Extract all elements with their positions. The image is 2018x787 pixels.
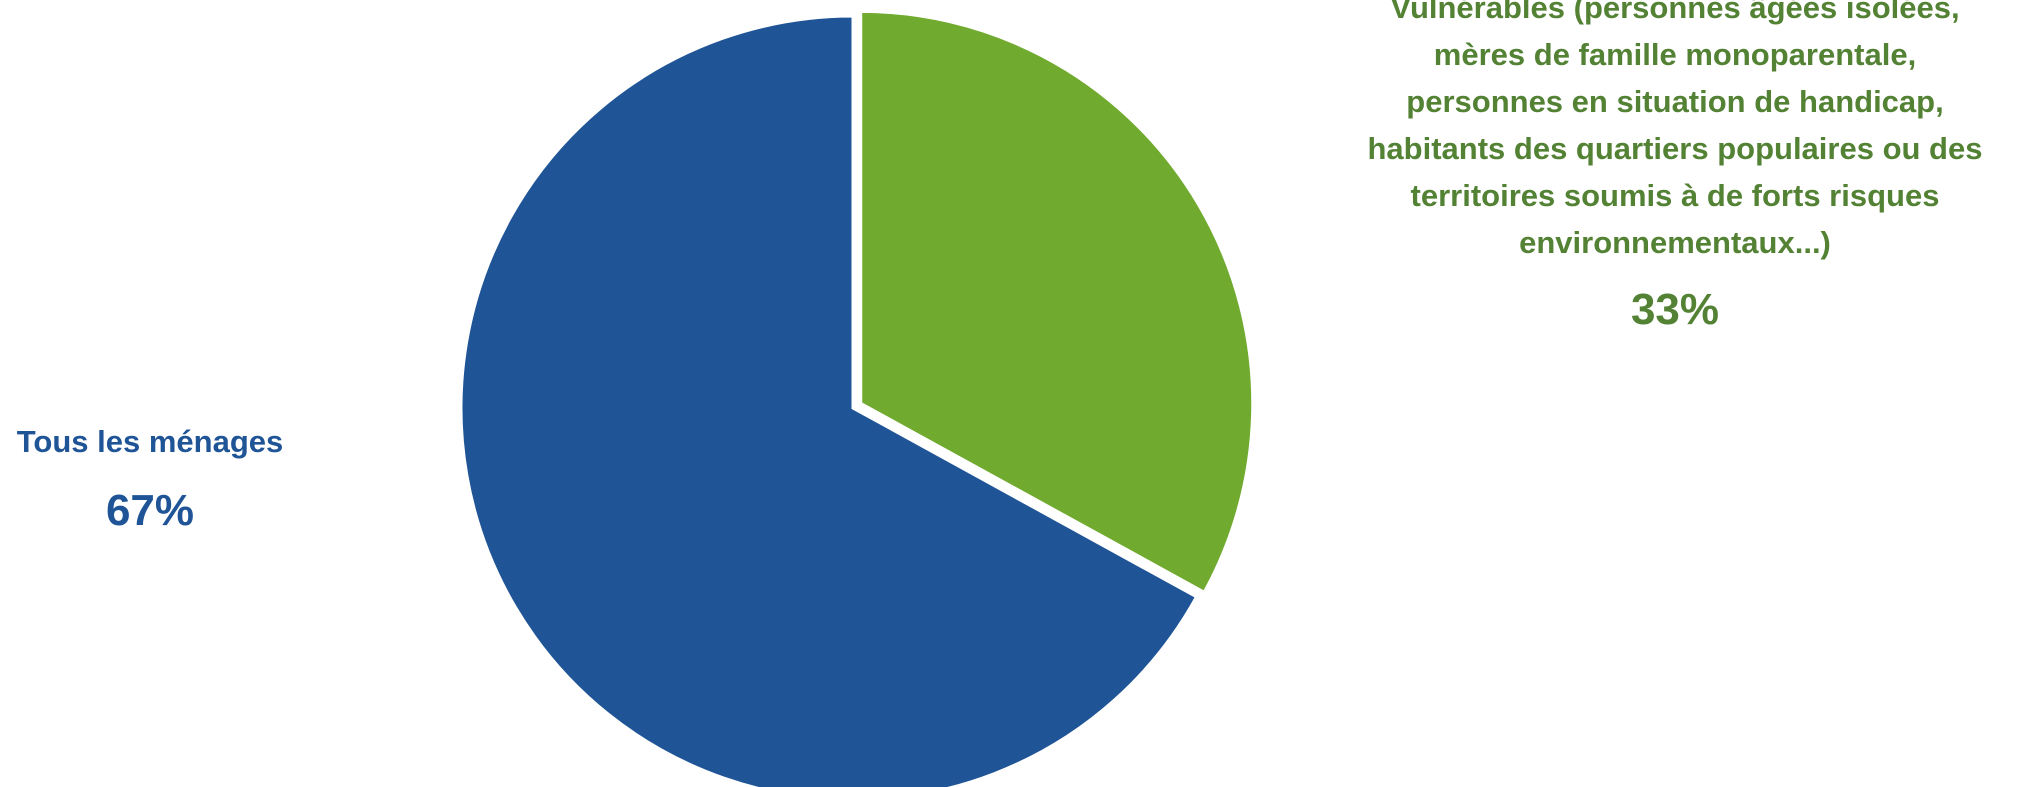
slice-label-tous-les-menages: Tous les ménages 67% <box>0 418 300 537</box>
slice-label-vulnerables: Vulnérables (personnes âgées isolées, mè… <box>1340 0 2010 336</box>
slice-name-vulnerables: Vulnérables (personnes âgées isolées, mè… <box>1367 0 1983 260</box>
slice-value-vulnerables: 33% <box>1630 285 1720 334</box>
pie-slice-1 <box>859 9 1255 595</box>
pie-slice-0 <box>459 14 1199 787</box>
slice-name-tous-les-menages: Tous les ménages <box>16 424 284 459</box>
slice-value-tous-les-menages: 67% <box>105 486 195 535</box>
